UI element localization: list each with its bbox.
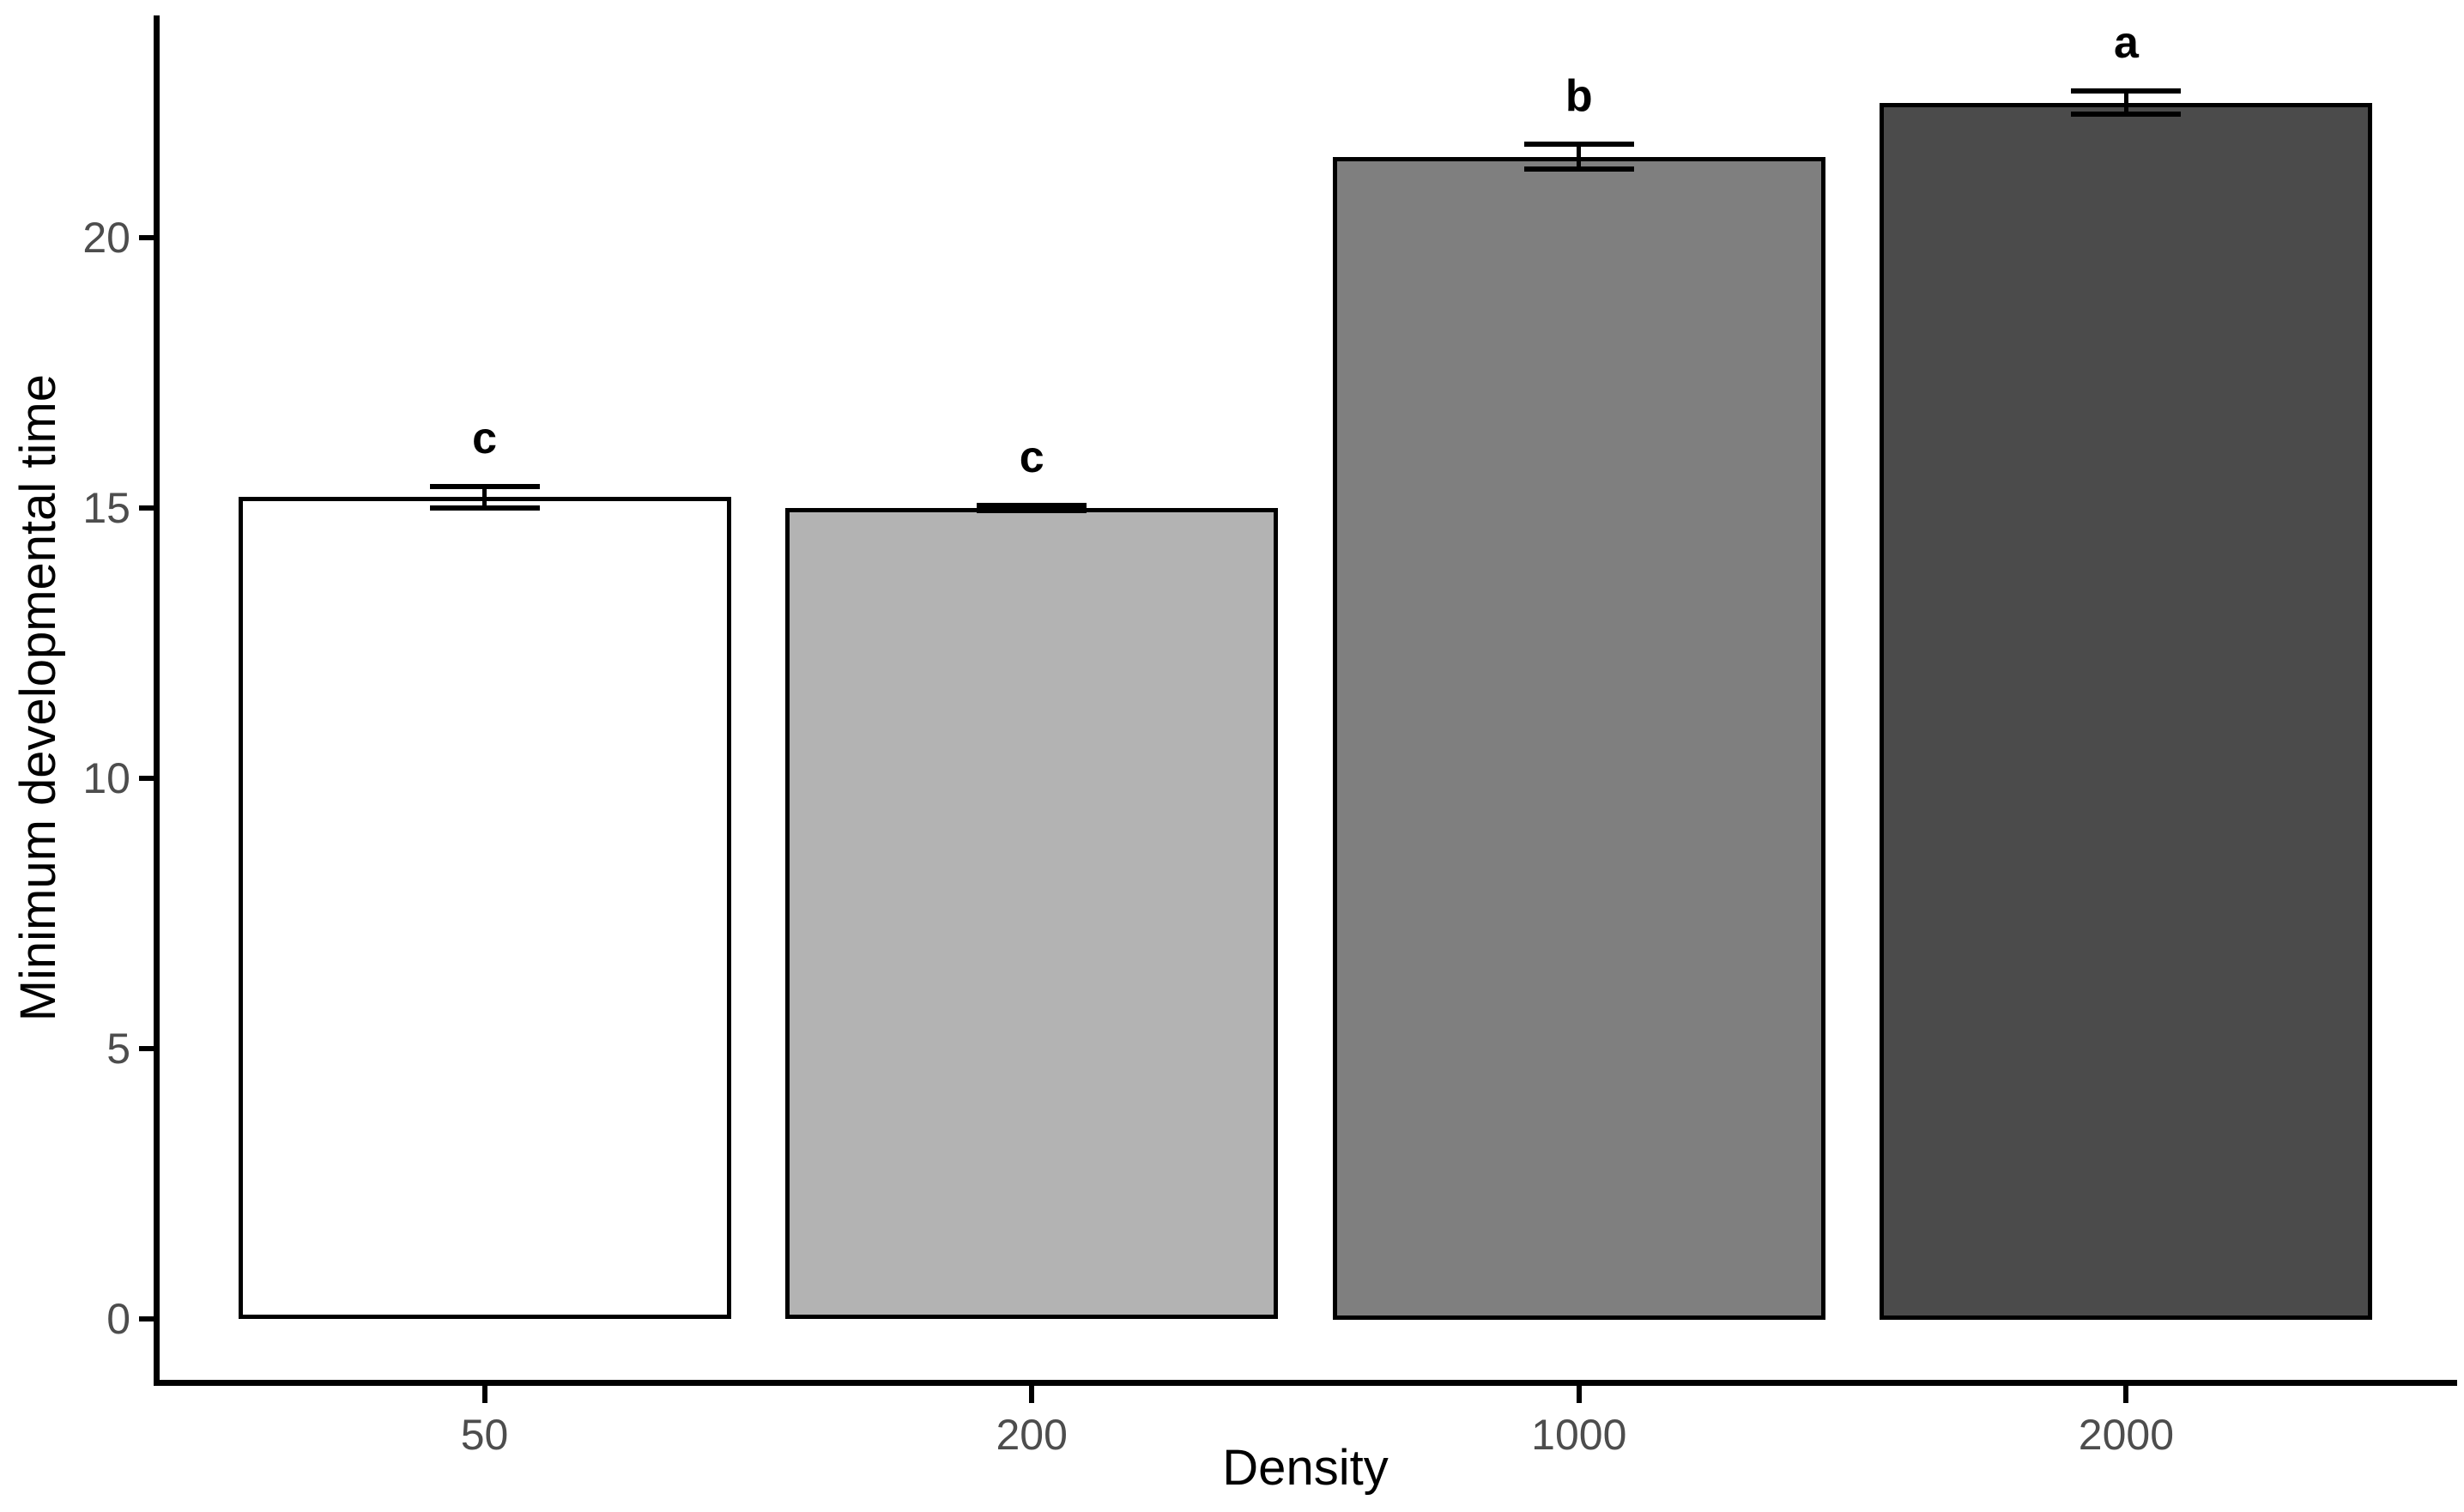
x-axis-line: [154, 1380, 2457, 1386]
y-tick-label: 20: [82, 214, 130, 262]
sig-letter: b: [1565, 71, 1593, 121]
error-bar-whisker: [1577, 144, 1581, 169]
error-bar-whisker: [482, 487, 487, 508]
sig-letter: c: [1019, 432, 1044, 482]
x-tick: [2123, 1386, 2128, 1403]
x-tick: [482, 1386, 487, 1403]
x-tick-label: 50: [460, 1411, 509, 1459]
x-tick: [1029, 1386, 1034, 1403]
bar-density-200: [785, 508, 1278, 1319]
y-tick: [139, 1316, 156, 1321]
x-tick: [1577, 1386, 1582, 1403]
error-bar-cap-bottom: [1524, 166, 1634, 172]
y-tick: [139, 505, 156, 511]
bar-density-50: [239, 497, 731, 1319]
y-tick: [139, 1046, 156, 1051]
y-axis-line: [154, 15, 160, 1386]
error-bar-cap-bottom: [430, 505, 540, 511]
error-bar-cap-top: [1524, 142, 1634, 147]
bar-density-2000: [1880, 103, 2372, 1320]
sig-letter: c: [472, 414, 498, 463]
bar-density-1000: [1333, 157, 1825, 1320]
x-axis-title: Density: [1222, 1440, 1389, 1496]
error-bar-cap-bottom: [2071, 112, 2181, 117]
x-tick-label: 200: [996, 1411, 1068, 1459]
y-tick-label: 5: [106, 1025, 130, 1073]
error-bar-whisker: [2124, 91, 2128, 115]
error-bar-cap-top: [430, 484, 540, 489]
error-bar-cap-bottom: [977, 508, 1087, 513]
x-tick-label: 1000: [1531, 1411, 1627, 1459]
y-tick: [139, 235, 156, 240]
y-tick-label: 15: [82, 484, 130, 532]
y-tick-label: 0: [106, 1295, 130, 1343]
sig-letter: a: [2113, 18, 2139, 68]
error-bar-cap-top: [977, 503, 1087, 508]
y-tick: [139, 776, 156, 781]
y-tick-label: 10: [82, 754, 130, 802]
error-bar-cap-top: [2071, 88, 2181, 94]
x-tick-label: 2000: [2078, 1411, 2175, 1459]
y-axis-title-text: Minimum developmental time: [9, 373, 66, 1022]
